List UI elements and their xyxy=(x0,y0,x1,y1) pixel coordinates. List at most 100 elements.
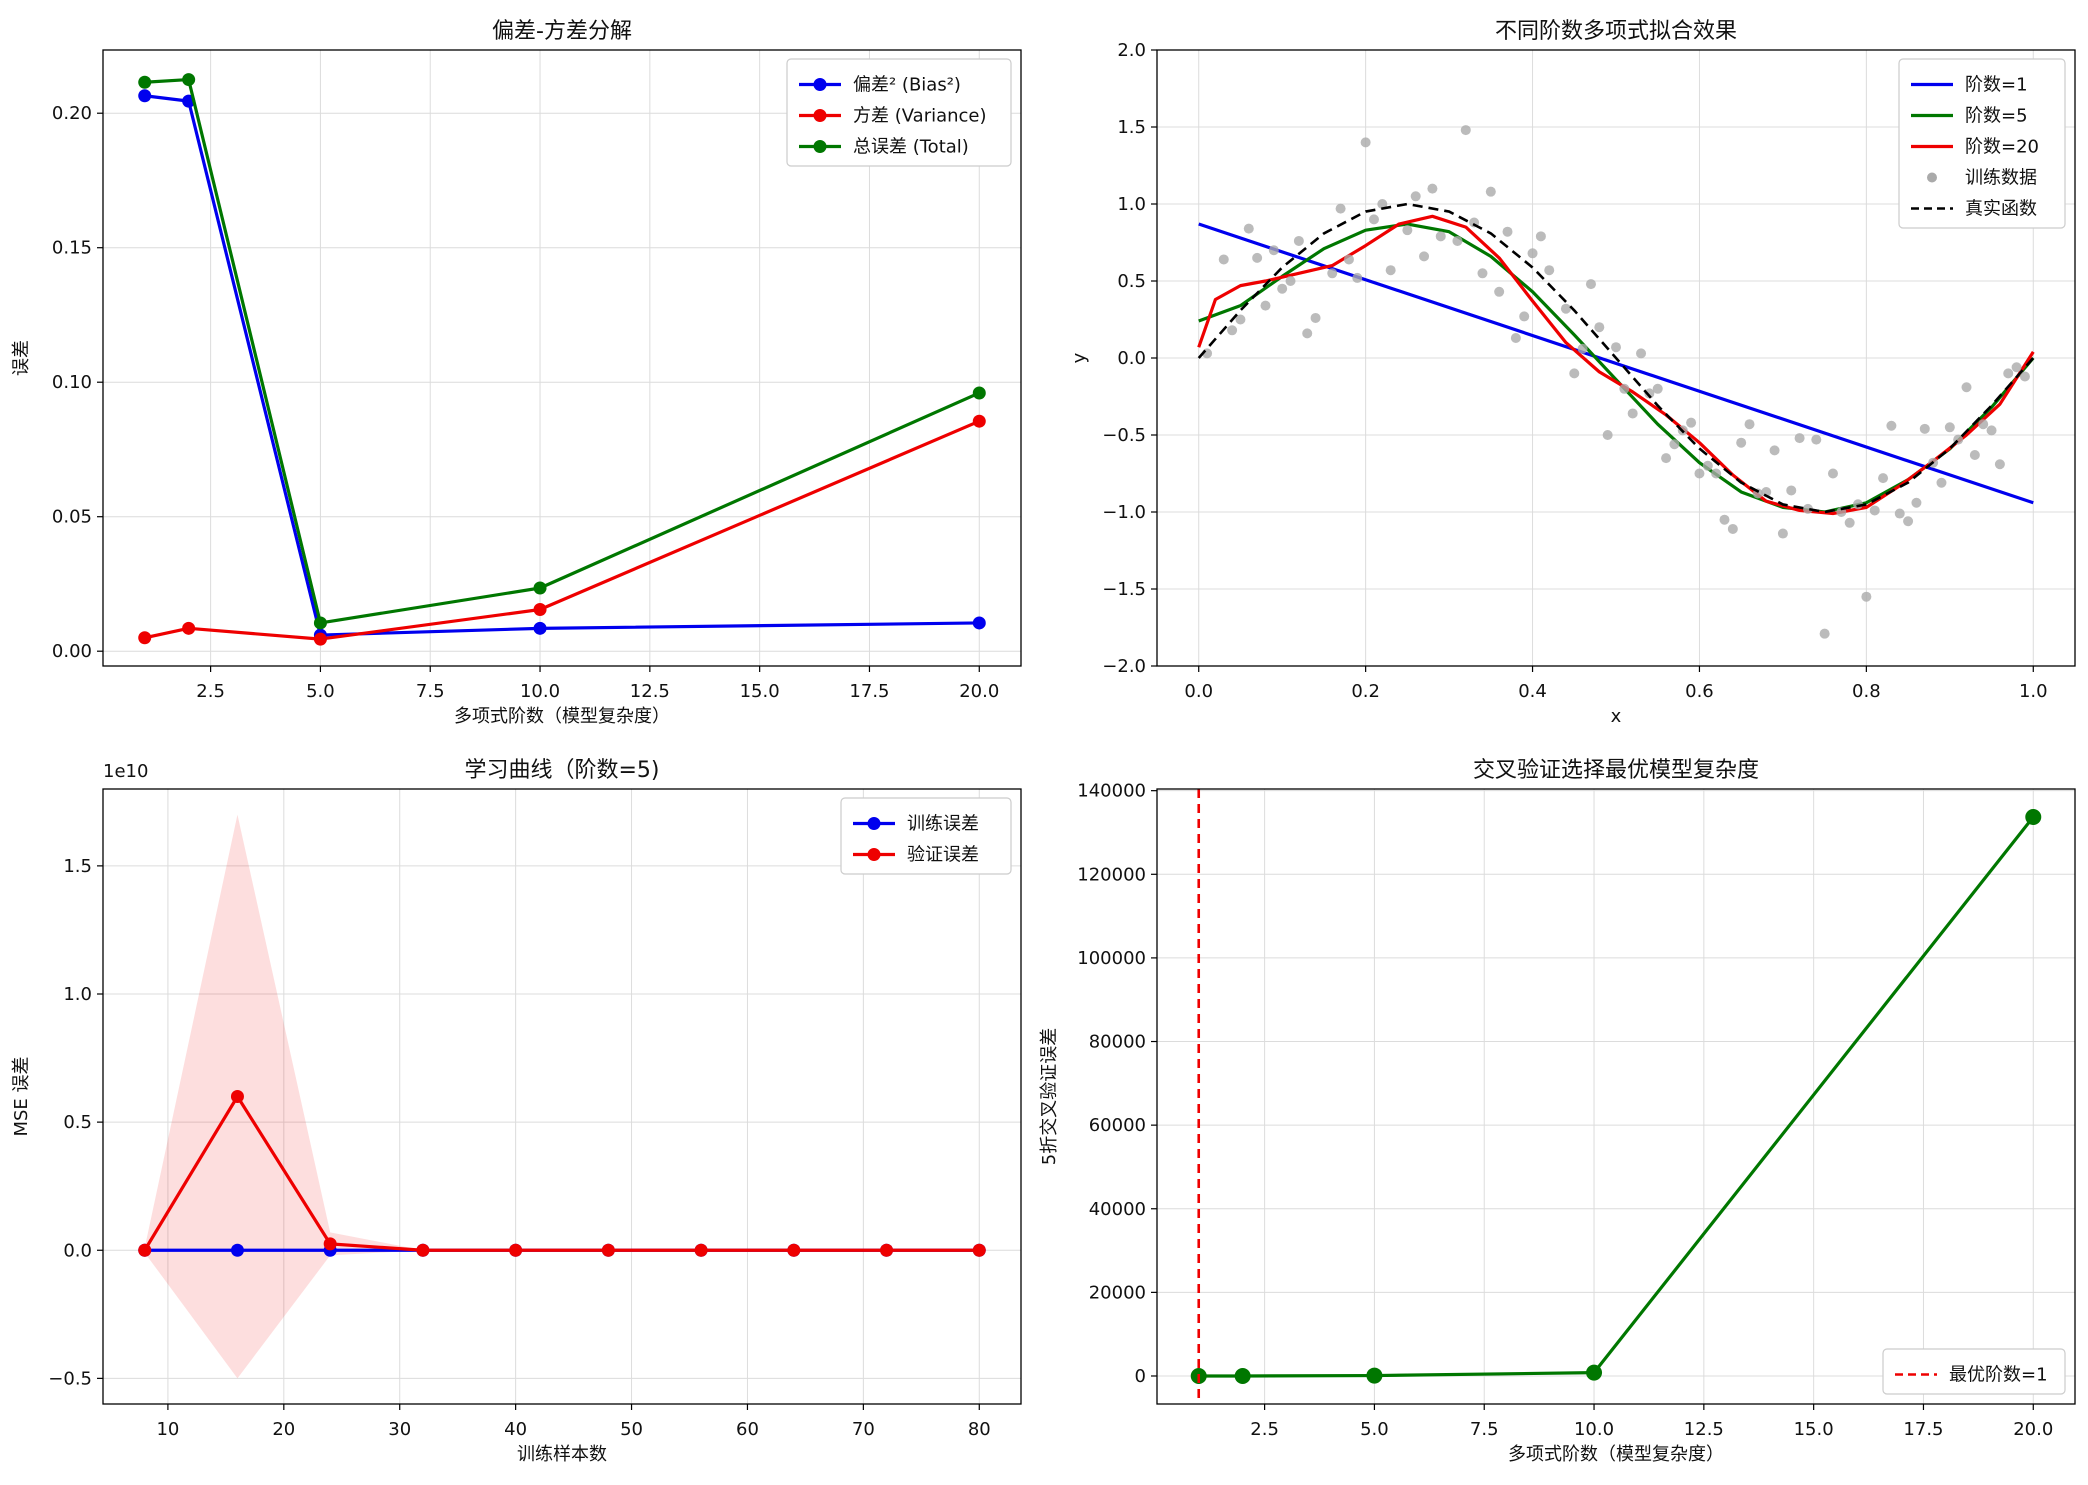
legend-label: 训练误差 xyxy=(907,814,979,835)
scatter-point xyxy=(1260,300,1271,311)
legend-item: 阶数=20 xyxy=(1911,137,2039,158)
legend-marker xyxy=(867,817,881,830)
scatter-point xyxy=(1343,254,1354,265)
legend-box xyxy=(1898,58,2066,229)
scatter-point xyxy=(1844,517,1855,528)
scatter-point xyxy=(1669,439,1680,450)
scatter-point xyxy=(1235,314,1246,325)
scatter-point xyxy=(1560,303,1571,314)
scatter-point xyxy=(1978,419,1989,430)
scatter-point xyxy=(1644,388,1655,399)
y-tick-label: 0.5 xyxy=(63,1112,92,1133)
scatter-point xyxy=(1360,137,1371,148)
scatter-point xyxy=(1485,186,1496,197)
data-point xyxy=(138,631,152,645)
scatter-point xyxy=(1636,348,1647,359)
scatter-point xyxy=(1878,473,1889,484)
scatter-point xyxy=(1243,223,1254,234)
y-tick-label: 100000 xyxy=(1077,948,1146,969)
y-tick-label: 80000 xyxy=(1089,1032,1146,1053)
x-tick-label: 0.8 xyxy=(1852,681,1881,702)
data-point xyxy=(138,1243,152,1257)
x-tick-label: 20.0 xyxy=(2013,1419,2053,1440)
scatter-point xyxy=(1694,468,1705,479)
legend-marker xyxy=(1927,172,1937,183)
data-point xyxy=(230,1243,244,1257)
y-tick-label: 40000 xyxy=(1089,1199,1146,1220)
y-tick-label: 120000 xyxy=(1077,864,1146,885)
data-point xyxy=(533,603,547,617)
x-tick-label: 0.2 xyxy=(1351,681,1380,702)
data-point xyxy=(182,73,196,87)
scatter-point xyxy=(1519,311,1530,322)
x-tick-label: 70 xyxy=(852,1419,875,1440)
x-tick-label: 2.5 xyxy=(1250,1419,1279,1440)
scatter-point xyxy=(1293,235,1304,246)
chart-panel-4: 2.5 5.0 7.5 10.0 12.5 15.0 17.5 20.0 0 20000 40000… xyxy=(1039,758,2076,1465)
data-point xyxy=(787,1243,801,1257)
scatter-point xyxy=(1919,423,1930,434)
x-tick-label: 40 xyxy=(504,1419,527,1440)
scatter-point xyxy=(1802,503,1813,514)
legend-label: 真实函数 xyxy=(1965,199,2037,220)
x-axis-label: 多项式阶数（模型复杂度） xyxy=(1508,1444,1724,1465)
data-point xyxy=(1234,1367,1251,1384)
y-tick-label: −1.5 xyxy=(1102,579,1146,600)
data-point xyxy=(880,1243,894,1257)
scatter-point xyxy=(2011,362,2022,373)
legend-item: 阶数=1 xyxy=(1911,75,2028,96)
series-line-1 xyxy=(1198,222,2034,505)
legend-label: 阶数=5 xyxy=(1965,106,2028,127)
legend-label: 最优阶数=1 xyxy=(1949,1365,2048,1386)
scatter-point xyxy=(1702,460,1713,471)
chart-title: 学习曲线（阶数=5) xyxy=(464,758,659,783)
x-tick-label: 1.0 xyxy=(2019,681,2048,702)
y-tick-label: 1.0 xyxy=(63,984,92,1005)
legend-item: 训练数据 xyxy=(1927,168,2037,189)
scatter-point xyxy=(1277,283,1288,294)
scatter-point xyxy=(1903,516,1914,527)
scatter-point xyxy=(1218,254,1229,265)
y-tick-label: 1.5 xyxy=(1117,117,1146,138)
data-point xyxy=(182,621,196,635)
y-tick-label: 0.00 xyxy=(52,641,92,662)
scatter-point xyxy=(1686,417,1697,428)
y-scale-multiplier: 1e10 xyxy=(103,761,148,782)
chart-title: 交叉验证选择最优模型复杂度 xyxy=(1473,758,1759,783)
scatter-point xyxy=(1627,408,1638,419)
y-axis-label: MSE 误差 xyxy=(11,1056,32,1136)
axes-frame xyxy=(102,788,1022,1405)
scatter-point xyxy=(1619,383,1630,394)
scatter-point xyxy=(2019,371,2030,382)
legend-item: 验证误差 xyxy=(853,845,979,866)
scatter-point xyxy=(1452,235,1463,246)
scatter-point xyxy=(1711,468,1722,479)
scatter-point xyxy=(1502,226,1513,237)
scatter-point xyxy=(1827,468,1838,479)
data-point xyxy=(972,616,986,630)
x-tick-label: 17.5 xyxy=(849,681,889,702)
scatter-point xyxy=(1761,486,1772,497)
chart-panel-3: 10 20 30 40 50 60 70 80 −0.5 0.0 0.5 1.0 1.5 学习曲线（阶数=… xyxy=(11,758,1022,1465)
scatter-point xyxy=(1494,286,1505,297)
legend-item: 偏差² (Bias²) xyxy=(799,75,961,96)
scatter-point xyxy=(1227,325,1238,336)
scatter-point xyxy=(1994,459,2005,470)
series-line-2 xyxy=(144,419,980,641)
scatter-point xyxy=(1727,523,1738,534)
y-axis-label: y xyxy=(1069,352,1090,363)
series-line-2 xyxy=(1198,222,2035,514)
y-axis-label: 误差 xyxy=(11,340,32,376)
series-line-1 xyxy=(144,94,980,637)
scatter-point xyxy=(1544,265,1555,276)
scatter-point xyxy=(1594,322,1605,333)
x-tick-label: 7.5 xyxy=(416,681,445,702)
scatter-point xyxy=(1377,199,1388,209)
legend-marker xyxy=(867,848,881,861)
scatter-point xyxy=(1961,382,1972,393)
scatter-point xyxy=(1661,453,1672,464)
data-point xyxy=(323,1237,337,1251)
legend-label: 阶数=1 xyxy=(1965,75,2028,96)
x-tick-label: 17.5 xyxy=(1903,1419,1943,1440)
axes-frame xyxy=(1156,788,2076,1405)
